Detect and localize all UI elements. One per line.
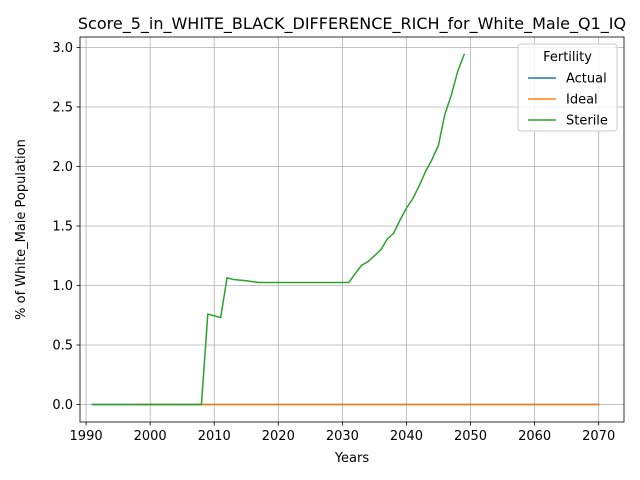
legend-title: Fertility [543, 50, 592, 65]
x-tick-label: 2030 [326, 429, 359, 444]
legend-box [517, 43, 618, 132]
series-lines [91, 53, 600, 406]
legend: Fertility Actual Ideal Sterile [517, 43, 618, 132]
y-axis-ticks: 0.0 0.5 1.0 1.5 2.0 2.5 3.0 [52, 41, 80, 413]
x-tick-label: 2000 [134, 429, 167, 444]
y-tick-label: 0.0 [52, 398, 73, 413]
y-tick-label: 0.5 [52, 339, 73, 354]
grid [80, 37, 624, 422]
x-axis-label: Years [334, 451, 370, 466]
legend-label: Ideal [566, 93, 598, 108]
series-line-sterile [91, 53, 466, 406]
plot-frame [79, 36, 625, 423]
x-tick-label: 1990 [70, 429, 103, 444]
x-tick-label: 2020 [262, 429, 295, 444]
y-tick-label: 1.5 [52, 219, 73, 234]
y-axis-label: % of White_Male Population [14, 139, 29, 320]
chart-title: Score_5_in_WHITE_BLACK_DIFFERENCE_RICH_f… [78, 14, 626, 34]
x-tick-label: 2010 [198, 429, 231, 444]
x-tick-label: 2060 [518, 429, 551, 444]
x-tick-label: 2070 [582, 429, 615, 444]
x-axis-ticks: 1990 2000 2010 2020 2030 2040 2050 2060 2070 [70, 422, 615, 444]
legend-label: Actual [566, 72, 607, 87]
y-tick-label: 2.5 [52, 100, 73, 115]
y-tick-label: 1.0 [52, 279, 73, 294]
x-tick-label: 2040 [390, 429, 423, 444]
x-tick-label: 2050 [454, 429, 487, 444]
legend-items: Actual Ideal Sterile [528, 72, 608, 129]
y-tick-label: 3.0 [52, 41, 73, 56]
y-tick-label: 2.0 [52, 160, 73, 175]
legend-label: Sterile [566, 114, 608, 129]
